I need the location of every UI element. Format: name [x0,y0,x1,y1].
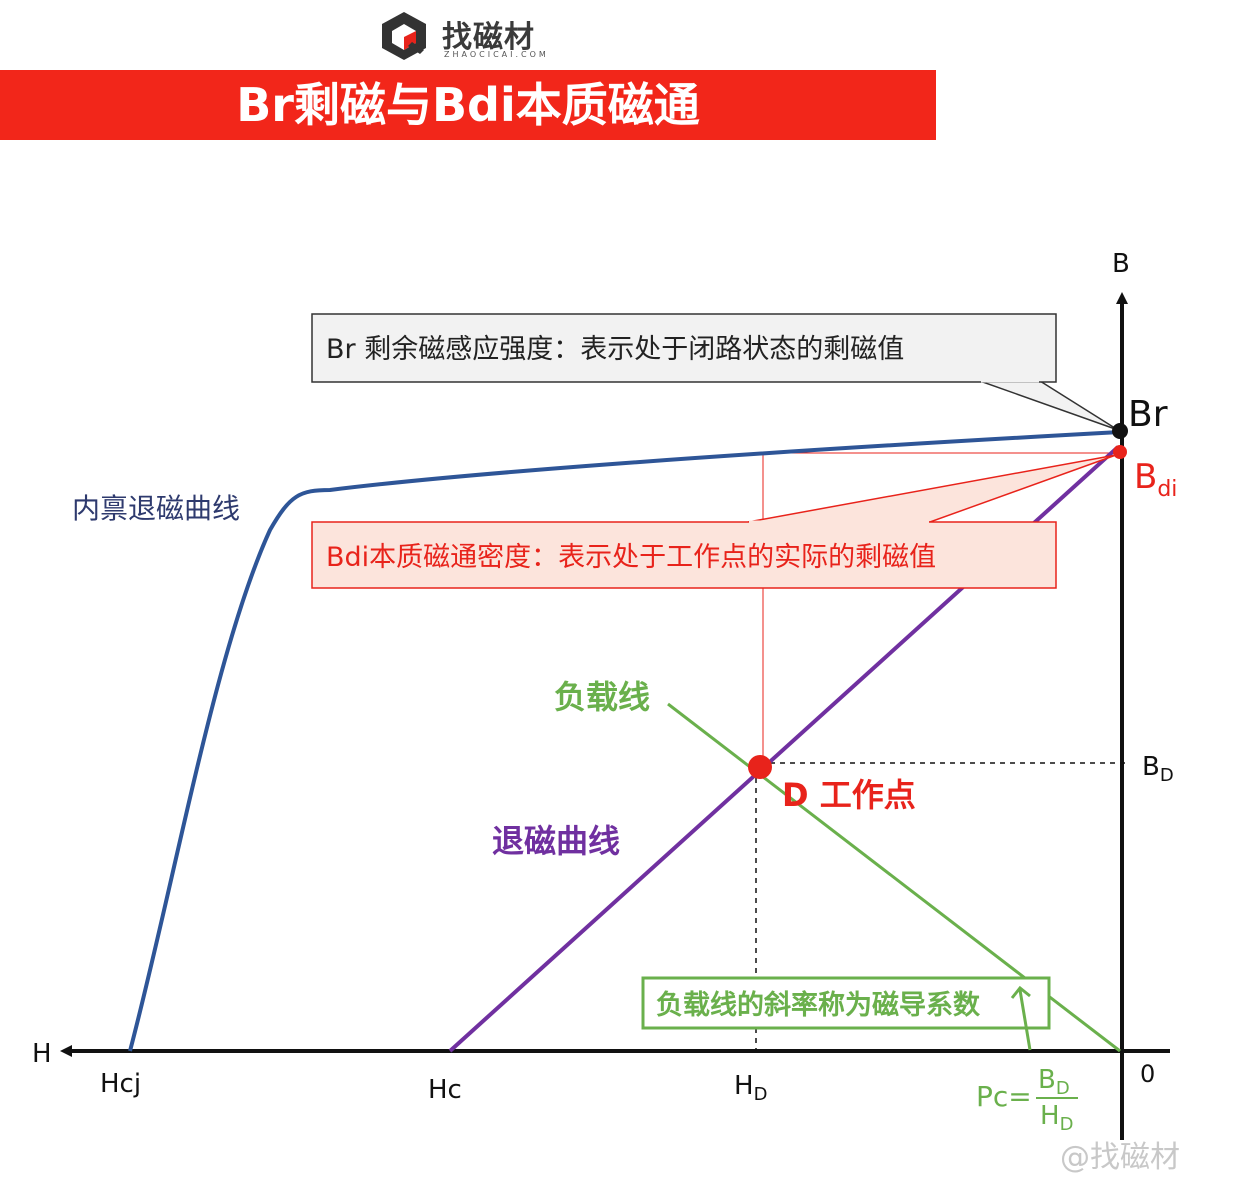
brand-logo: 找磁材 ZHAOCICAI.COM [378,10,578,62]
title-banner: Br剩磁与Bdi本质磁通 [0,70,936,140]
demag-curve-label: 退磁曲线 [492,822,620,860]
formula-numerator: BD [1038,1065,1070,1099]
br-callout-text: Br 剩余磁感应强度：表示处于闭路状态的剩磁值 [326,334,904,365]
brand-name: 找磁材 [442,20,535,55]
h-axis-label: H [32,1039,52,1069]
br-callout-box [311,313,1057,383]
load-line-label: 负载线 [554,678,650,716]
bdi-callout-pointer [747,454,1117,523]
bdi-callout-box [311,521,1057,589]
slope-callout-text: 负载线的斜率称为磁导系数 [656,989,981,1021]
logo-icon [382,12,426,60]
origin-label: 0 [1140,1060,1155,1088]
brand-domain: ZHAOCICAI.COM [444,50,549,59]
slope-callout-pointer [1010,985,1032,1051]
intrinsic-curve-label: 内禀退磁曲线 [72,492,240,525]
bdi-callout-text: Bdi本质磁通密度：表示处于工作点的实际的剩磁值 [326,542,936,573]
page-title: Br剩磁与Bdi本质磁通 [236,78,700,132]
hd-label: HD [734,1071,767,1105]
br-label: Br [1128,394,1168,435]
br-point [1112,423,1128,439]
bdi-point [1113,445,1127,459]
intrinsic-demag-curve [128,430,1121,1052]
b-axis-label: B [1112,249,1130,279]
work-point-label: D 工作点 [782,776,916,814]
hcj-label: Hcj [100,1069,141,1099]
slope-callout-box [641,976,1051,1030]
work-point [748,755,772,779]
formula-lhs: Pc= [976,1080,1032,1113]
bdi-label: Bdi [1134,457,1177,502]
watermark: @找磁材 [1060,1140,1180,1175]
formula-denominator: HD [1040,1101,1073,1135]
hc-label: Hc [428,1075,462,1105]
bd-label: BD [1142,752,1174,786]
br-callout-pointer [979,380,1119,431]
